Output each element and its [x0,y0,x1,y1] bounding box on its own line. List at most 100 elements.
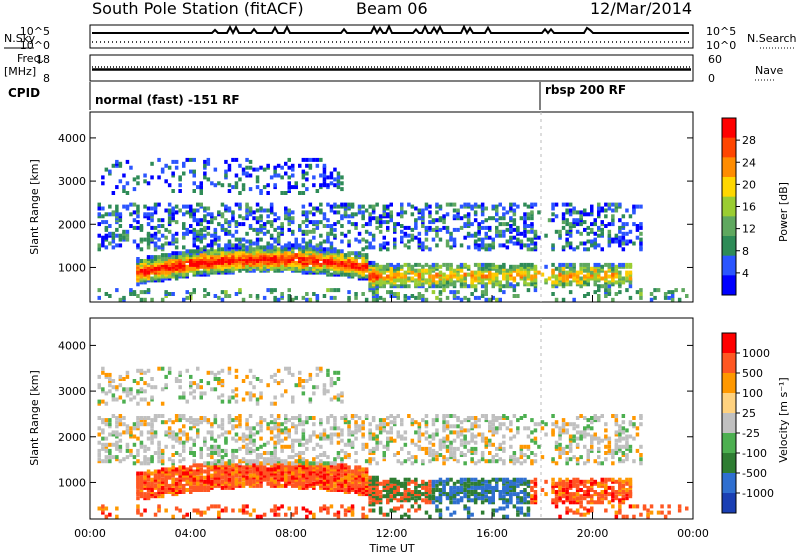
velocity-cell [309,398,313,402]
power-cell [323,164,327,168]
power-cell [418,216,422,220]
power-cell [126,181,130,185]
power-cell [312,292,316,296]
power-cell [463,263,467,267]
velocity-cell [178,414,182,418]
velocity-cell [270,375,274,379]
velocity-cell [425,511,429,515]
velocity-cell [263,418,267,422]
velocity-cell [178,396,182,400]
velocity-cell [115,507,119,511]
power-cell [340,181,344,185]
velocity-cell [312,457,316,461]
power-cell [435,210,439,214]
power-cell [330,288,334,292]
power-cell [312,212,316,216]
power-cell [245,203,249,207]
power-cell [157,278,161,282]
power-cell [544,265,548,269]
power-cell [562,275,566,279]
velocity-cell [157,504,161,508]
velocity-cell [316,373,320,377]
power-cell [256,168,259,172]
power-cell [259,207,263,211]
power-cell [432,238,436,242]
power-cell [256,209,259,213]
power-cell [164,236,168,240]
power-cell [579,210,583,214]
power-cell [481,280,485,284]
power-cell [576,245,580,249]
velocity-cell [446,414,450,418]
velocity-cell [291,455,295,459]
velocity-cell [200,416,204,420]
power-cell [590,228,594,232]
power-cell [200,228,204,232]
power-cell [425,269,429,273]
velocity-cell [242,379,246,383]
power-cell [133,218,137,222]
velocity-cell [446,478,450,482]
power-cell [625,209,629,213]
power-cell [488,216,492,220]
power-cell [383,212,387,216]
velocity-cell [228,478,232,482]
nave-tick-top: 60 [708,53,722,66]
power-cell [178,273,182,277]
velocity-cell [171,445,175,449]
velocity-cell [231,459,235,463]
velocity-cell [411,480,415,484]
velocity-cell [175,433,179,437]
velocity-cell [277,414,281,418]
power-cell [277,247,281,251]
power-cell [615,269,619,273]
power-cell [456,214,460,218]
velocity-cell [150,472,154,476]
velocity-cell [161,367,165,371]
velocity-cell [323,451,327,455]
power-cell [108,232,112,236]
velocity-cell [238,509,242,513]
velocity-cell [245,422,249,426]
velocity-cell [347,443,351,447]
power-cell [217,210,221,214]
power-cell [298,164,302,168]
power-cell [189,249,193,253]
velocity-cell [390,484,394,488]
velocity-cell [411,496,415,500]
power-cell [375,226,379,230]
velocity-cell [386,498,390,502]
power-cell [375,280,379,284]
power-colorbar-segment [722,256,736,276]
velocity-cell [150,441,154,445]
velocity-cell [105,437,109,441]
velocity-cell [495,416,499,420]
power-cell [632,242,636,246]
power-cell [193,189,197,193]
power-cell [161,168,165,172]
power-cell [555,298,559,302]
power-cell [579,284,583,288]
power-cell [618,271,622,275]
velocity-cell [249,430,253,434]
power-cell [161,275,165,279]
velocity-cell [368,422,372,426]
velocity-cell [164,509,168,513]
velocity-cell [298,377,302,381]
velocity-cell [228,414,232,418]
velocity-cell [235,439,239,443]
power-cell [502,222,506,226]
power-cell [150,212,154,216]
velocity-cell [245,443,249,447]
velocity-cell [259,379,263,383]
power-cell [295,185,299,189]
power-cell [245,232,249,236]
velocity-cell [368,435,372,439]
velocity-cell [361,420,365,424]
power-cell [562,212,566,216]
power-cell [150,162,154,166]
velocity-cell [154,470,158,474]
velocity-cell [182,414,186,418]
power-cell [98,212,102,216]
power-cell [280,166,284,170]
